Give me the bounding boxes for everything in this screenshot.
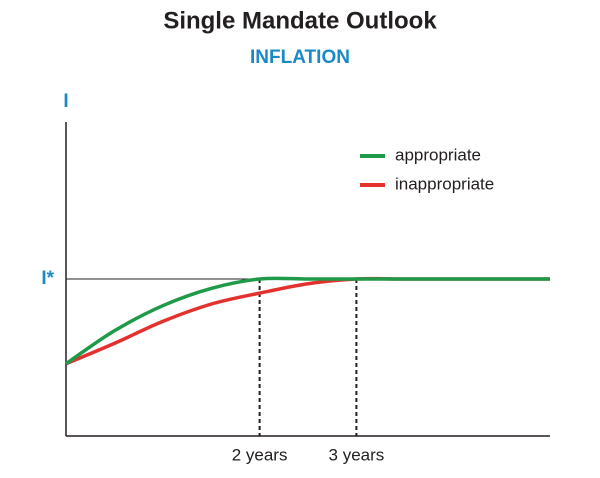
legend-label: inappropriate xyxy=(395,174,494,193)
line xyxy=(65,276,550,366)
x-tick-label: 3 years xyxy=(329,445,385,464)
chart-subtitle: INFLATION xyxy=(250,47,350,68)
chart-title: Single Mandate Outlook xyxy=(163,7,437,34)
y-axis-label: I xyxy=(63,91,68,112)
y-tick-label: I* xyxy=(41,268,54,289)
legend-label: appropriate xyxy=(395,145,481,164)
x-tick-label: 2 years xyxy=(232,445,288,464)
line xyxy=(65,276,550,366)
